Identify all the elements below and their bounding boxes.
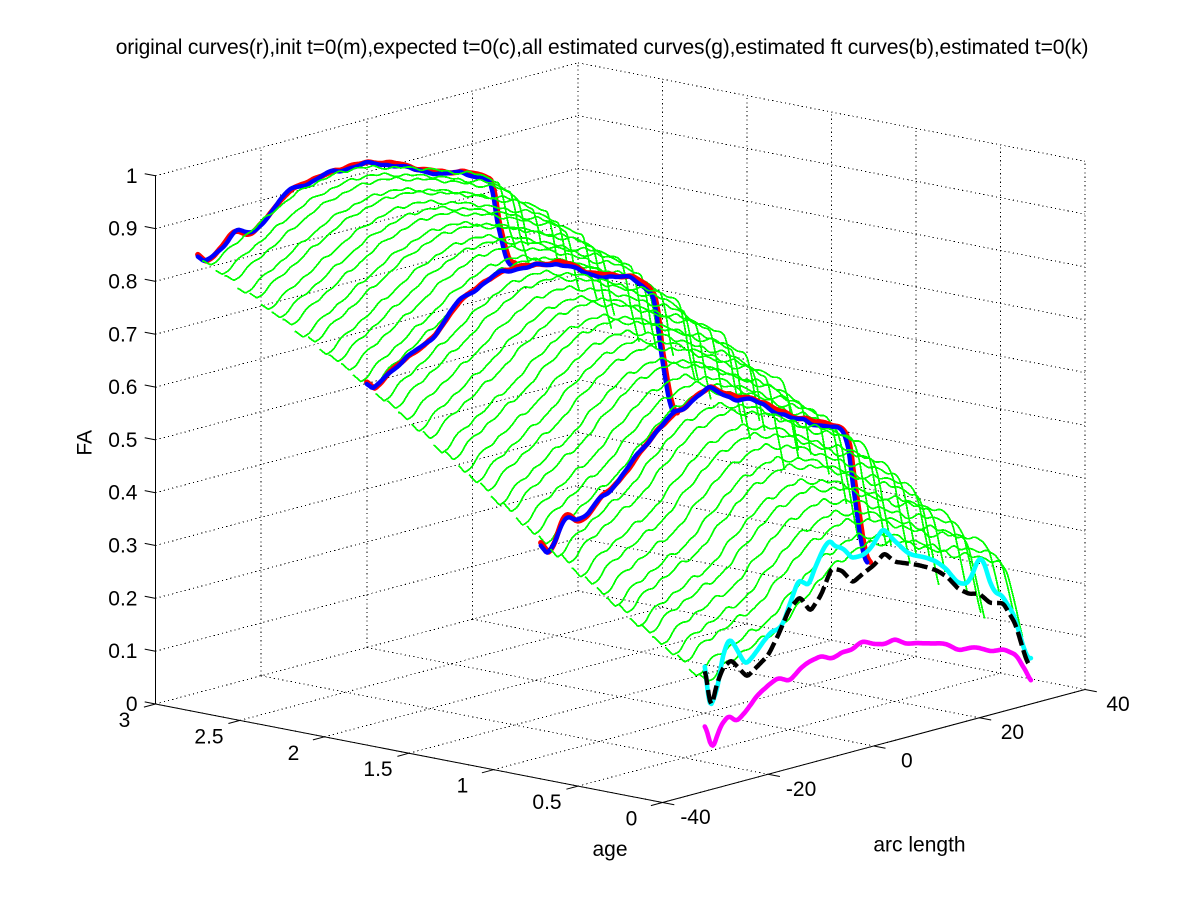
svg-text:0.5: 0.5 [108,429,137,452]
svg-text:0: 0 [126,693,138,716]
svg-text:-40: -40 [680,806,710,829]
svg-text:0.2: 0.2 [108,587,137,610]
svg-text:0.7: 0.7 [108,323,137,346]
svg-text:40: 40 [1106,693,1129,716]
svg-text:0.3: 0.3 [108,535,137,558]
svg-text:2: 2 [288,742,300,765]
svg-text:2.5: 2.5 [194,725,223,748]
svg-text:1.5: 1.5 [363,758,392,781]
svg-text:1: 1 [457,775,469,798]
svg-text:0.4: 0.4 [108,482,138,505]
svg-text:0.6: 0.6 [108,376,137,399]
svg-text:arc length: arc length [873,834,965,857]
svg-text:0.5: 0.5 [532,791,561,814]
svg-text:FA: FA [73,430,96,456]
svg-text:0.1: 0.1 [108,640,137,663]
svg-text:0: 0 [901,750,913,773]
svg-text:0.9: 0.9 [108,218,137,241]
svg-text:0: 0 [626,808,638,831]
svg-text:age: age [592,838,627,861]
svg-text:original curves(r),init t=0(m): original curves(r),init t=0(m),expected … [116,36,1089,59]
svg-text:20: 20 [1001,721,1024,744]
svg-text:-20: -20 [786,778,816,801]
svg-text:3: 3 [119,709,131,732]
svg-text:0.8: 0.8 [108,270,137,293]
svg-text:1: 1 [126,165,138,188]
